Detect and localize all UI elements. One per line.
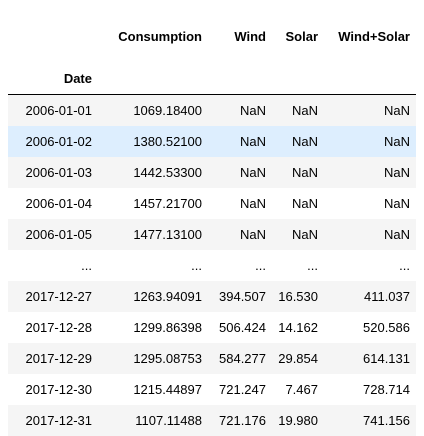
row-index-date: 2017-12-28 (8, 312, 98, 343)
table-row[interactable]: 2006-01-05 1477.13100 NaN NaN NaN (8, 219, 416, 250)
index-name: Date (8, 58, 98, 95)
cell-solar: ... (272, 250, 324, 281)
cell-wind-solar: 741.156 (324, 405, 416, 436)
cell-wind: 506.424 (208, 312, 272, 343)
table-row[interactable]: 2006-01-03 1442.53300 NaN NaN NaN (8, 157, 416, 188)
cell-wind-solar: NaN (324, 126, 416, 157)
row-index-date: 2017-12-29 (8, 343, 98, 374)
cell-wind: 394.507 (208, 281, 272, 312)
cell-wind: NaN (208, 126, 272, 157)
cell-consumption: 1380.52100 (98, 126, 208, 157)
column-header-wind-solar: Wind+Solar (324, 0, 416, 58)
row-index-date: 2006-01-04 (8, 188, 98, 219)
cell-wind-solar: NaN (324, 95, 416, 127)
cell-wind-solar: ... (324, 250, 416, 281)
cell-wind: NaN (208, 95, 272, 127)
cell-consumption: 1295.08753 (98, 343, 208, 374)
cell-wind-solar: 520.586 (324, 312, 416, 343)
cell-solar: 16.530 (272, 281, 324, 312)
cell-wind-solar: 728.714 (324, 374, 416, 405)
table-row[interactable]: 2006-01-04 1457.21700 NaN NaN NaN (8, 188, 416, 219)
table-row[interactable]: 2017-12-27 1263.94091 394.507 16.530 411.037 (8, 281, 416, 312)
row-index-date: 2017-12-27 (8, 281, 98, 312)
column-header-wind: Wind (208, 0, 272, 58)
cell-wind-solar: NaN (324, 219, 416, 250)
cell-consumption: 1107.11488 (98, 405, 208, 436)
row-index-date: 2017-12-31 (8, 405, 98, 436)
cell-wind: NaN (208, 188, 272, 219)
cell-consumption: 1457.21700 (98, 188, 208, 219)
table-row[interactable]: 2006-01-01 1069.18400 NaN NaN NaN (8, 95, 416, 127)
column-header-solar: Solar (272, 0, 324, 58)
cell-solar: NaN (272, 157, 324, 188)
row-index-date: 2017-12-30 (8, 374, 98, 405)
table-row[interactable]: 2017-12-30 1215.44897 721.247 7.467 728.714 (8, 374, 416, 405)
cell-wind: ... (208, 250, 272, 281)
cell-consumption: 1477.13100 (98, 219, 208, 250)
cell-solar: 19.980 (272, 405, 324, 436)
cell-wind-solar: 411.037 (324, 281, 416, 312)
row-index-date: 2006-01-02 (8, 126, 98, 157)
index-header-row: Date (8, 58, 416, 95)
table-row[interactable]: 2017-12-29 1295.08753 584.277 29.854 614.131 (8, 343, 416, 374)
cell-solar: NaN (272, 95, 324, 127)
dataframe-output: Consumption Wind Solar Wind+Solar Date 2… (0, 0, 424, 413)
dataframe-table: Consumption Wind Solar Wind+Solar Date 2… (8, 0, 416, 436)
cell-wind: 721.247 (208, 374, 272, 405)
row-index-date: 2006-01-03 (8, 157, 98, 188)
cell-consumption: ... (98, 250, 208, 281)
column-header-consumption: Consumption (98, 0, 208, 58)
table-row[interactable]: 2017-12-31 1107.11488 721.176 19.980 741.156 (8, 405, 416, 436)
cell-wind: 721.176 (208, 405, 272, 436)
row-index-date: 2006-01-05 (8, 219, 98, 250)
cell-solar: NaN (272, 219, 324, 250)
cell-wind: NaN (208, 219, 272, 250)
table-row[interactable]: 2006-01-02 1380.52100 NaN NaN NaN (8, 126, 416, 157)
cell-solar: 14.162 (272, 312, 324, 343)
cell-consumption: 1263.94091 (98, 281, 208, 312)
cell-wind-solar: NaN (324, 157, 416, 188)
cell-solar: NaN (272, 188, 324, 219)
row-index-date: ... (8, 250, 98, 281)
cell-solar: NaN (272, 126, 324, 157)
cell-consumption: 1215.44897 (98, 374, 208, 405)
cell-solar: 29.854 (272, 343, 324, 374)
cell-solar: 7.467 (272, 374, 324, 405)
cell-consumption: 1442.53300 (98, 157, 208, 188)
column-header-row: Consumption Wind Solar Wind+Solar (8, 0, 416, 58)
index-header-blank (8, 0, 98, 58)
cell-consumption: 1069.18400 (98, 95, 208, 127)
table-row[interactable]: 2017-12-28 1299.86398 506.424 14.162 520.586 (8, 312, 416, 343)
row-index-date: 2006-01-01 (8, 95, 98, 127)
cell-wind: NaN (208, 157, 272, 188)
cell-wind: 584.277 (208, 343, 272, 374)
cell-consumption: 1299.86398 (98, 312, 208, 343)
ellipsis-row[interactable]: ............... (8, 250, 416, 281)
cell-wind-solar: 614.131 (324, 343, 416, 374)
cell-wind-solar: NaN (324, 188, 416, 219)
